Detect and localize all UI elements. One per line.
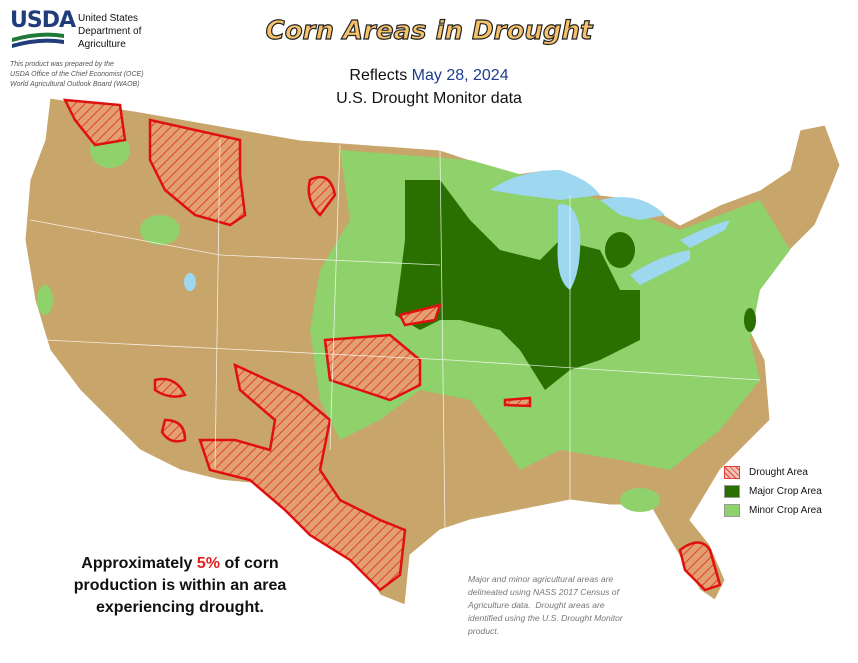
credit: This product was prepared by the USDA Of… (10, 60, 144, 90)
title: Corn Areas in Drought (265, 15, 593, 46)
legend-swatch (724, 485, 740, 498)
legend-label: Minor Crop Area (749, 505, 822, 516)
summary-text: Approximately (81, 555, 193, 572)
subtitle: Reflects May 28, 2024 U.S. Drought Monit… (0, 64, 858, 110)
note-line: Major and minor agricultural areas are (468, 574, 614, 584)
subtitle-prefix: Reflects (349, 67, 408, 84)
lakes (184, 170, 730, 291)
credit-line: USDA Office of the Chief Economist (OCE) (10, 71, 144, 78)
summary-text: production is within an area (73, 577, 287, 594)
summary-highlight: 5% (196, 555, 221, 572)
credit-line: World Agricultural Outlook Board (WAOB) (10, 81, 140, 88)
note-line: delineated using NASS 2017 Census of (468, 587, 619, 597)
agency-line: Department of (78, 26, 142, 37)
state-borders (29, 139, 761, 531)
legend-swatch (724, 504, 740, 517)
note: Major and minor agricultural areas are d… (468, 573, 623, 638)
legend-label: Major Crop Area (749, 486, 822, 497)
note-line: product. (468, 626, 500, 636)
credit-line: This product was prepared by the (10, 61, 114, 68)
usda-logo-stripes (12, 32, 64, 48)
summary-text: of corn (224, 555, 279, 572)
note-line: Agriculture data. Drought areas are (468, 600, 605, 610)
summary: Approximately 5% of corn production is w… (30, 553, 330, 619)
subtitle-source: U.S. Drought Monitor data (336, 90, 522, 107)
subtitle-date: May 28, 2024 (411, 67, 509, 84)
agency: United States Department of Agriculture (78, 12, 141, 51)
summary-text: experiencing drought. (95, 599, 264, 616)
agency-line: United States (78, 13, 139, 24)
logo: USDA (10, 8, 76, 33)
legend-label: Drought Area (749, 467, 808, 478)
agency-line: Agriculture (78, 39, 126, 50)
drought-areas (62, 98, 722, 592)
legend: Drought Area Major Crop Area Minor Crop … (724, 463, 822, 520)
legend-swatch (724, 466, 740, 479)
note-line: identified using the U.S. Drought Monito… (468, 613, 623, 623)
